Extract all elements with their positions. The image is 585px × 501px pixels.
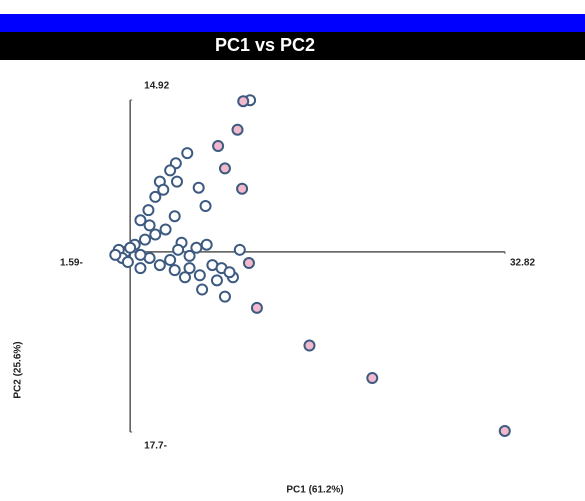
x-axis-label: PC1 (61.2%) [286,485,343,496]
point [196,283,209,296]
header-band [0,14,585,32]
y-tick-label: 14.92 [144,81,169,92]
point [210,274,223,287]
point [250,301,263,314]
point [124,241,137,254]
point [242,257,255,270]
point [164,253,177,266]
point [218,162,231,175]
point [168,210,181,223]
point [170,175,183,188]
point [199,200,212,213]
point [193,269,206,282]
y-axis-label: PC2 (25.6%) [13,341,24,398]
point [109,248,122,261]
point [236,182,249,195]
point [121,256,134,269]
point [233,243,246,256]
point [223,266,236,279]
point [164,164,177,177]
chart-title: PC1 vs PC2 [215,35,315,55]
point [212,140,225,153]
x-tick-label: 1.59- [60,257,83,268]
point [178,271,191,284]
header-bar [0,32,585,60]
point [183,249,196,262]
point [498,424,511,437]
point [181,147,194,160]
point [142,204,155,217]
point [183,262,196,275]
point [366,372,379,385]
y-tick-label: 17.7- [144,441,167,452]
point [153,259,166,272]
point [149,190,162,203]
point [134,262,147,275]
point [157,183,170,196]
point [134,248,147,261]
point [218,290,231,303]
point [172,243,185,256]
point [190,241,203,254]
point [143,219,156,232]
point [139,233,152,246]
point [192,181,205,194]
point [168,264,181,277]
point [231,123,244,136]
point [237,95,250,108]
point [149,228,162,241]
x-tick-label: 32.82 [510,257,535,268]
point [303,339,316,352]
point [134,214,147,227]
point [200,238,213,251]
point [159,223,172,236]
